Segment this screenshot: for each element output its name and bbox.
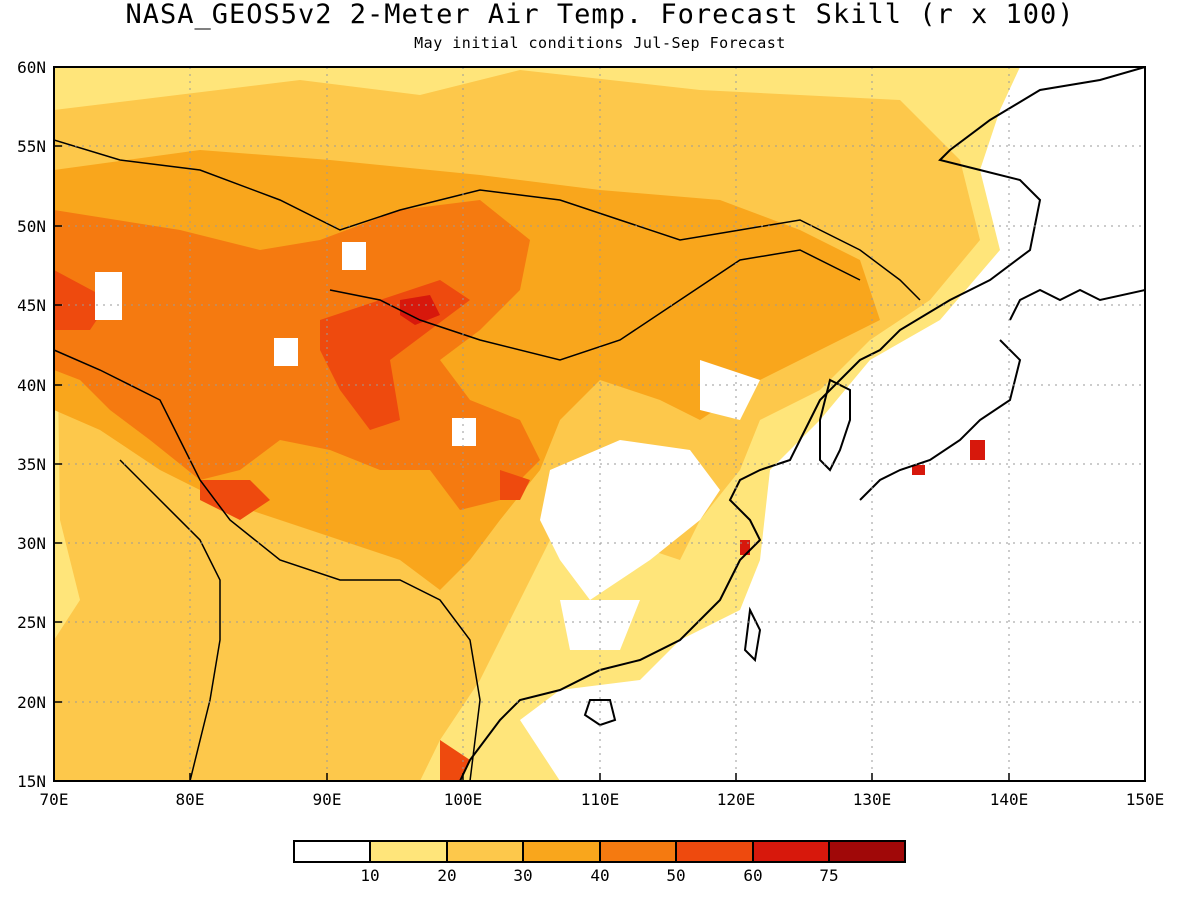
lon-label-140e: 140E (989, 790, 1029, 809)
skill-field (54, 67, 1145, 781)
lon-label-150e: 150E (1125, 790, 1165, 809)
colorbar-label-75: 75 (819, 866, 839, 885)
country-borders (54, 139, 921, 781)
colorbar-label-60: 60 (743, 866, 763, 885)
lat-label-50n: 50N (17, 217, 46, 236)
colorbar-bin-3 (522, 840, 601, 863)
map-subtitle: May initial conditions Jul-Sep Forecast (414, 34, 786, 52)
skill-region-below-10 (95, 242, 760, 650)
lon-label-110e: 110E (580, 790, 620, 809)
colorbar-label-30: 30 (513, 866, 533, 885)
colorbar-bin-2 (446, 840, 524, 863)
colorbar-label-20: 20 (437, 866, 457, 885)
lat-label-35n: 35N (17, 455, 46, 474)
lat-label-55n: 55N (17, 137, 46, 156)
colorbar-label-10: 10 (360, 866, 380, 885)
lon-label-70e: 70E (39, 790, 69, 809)
lat-label-30n: 30N (17, 534, 46, 553)
colorbar-bin-7 (828, 840, 906, 863)
colorbar-label-40: 40 (590, 866, 610, 885)
graticule (54, 67, 1145, 781)
lon-label-120e: 120E (716, 790, 756, 809)
colorbar-bin-1 (369, 840, 448, 863)
coastlines (459, 67, 1145, 781)
colorbar-bin-6 (752, 840, 830, 863)
colorbar-label-50: 50 (666, 866, 686, 885)
colorbar-bin-5 (675, 840, 754, 863)
colorbar-bin-0 (293, 840, 371, 863)
lon-label-100e: 100E (443, 790, 483, 809)
lat-label-45n: 45N (17, 296, 46, 315)
lon-label-90e: 90E (312, 790, 342, 809)
colorbar (293, 840, 906, 863)
lon-label-80e: 80E (175, 790, 205, 809)
lon-label-130e: 130E (852, 790, 892, 809)
map-title: NASA_GEOS5v2 2-Meter Air Temp. Forecast … (125, 0, 1075, 30)
lat-label-25n: 25N (17, 613, 46, 632)
lat-label-40n: 40N (17, 376, 46, 395)
colorbar-bin-4 (599, 840, 677, 863)
lat-label-20n: 20N (17, 693, 46, 712)
lat-label-60n: 60N (17, 58, 46, 77)
axis-ticks (54, 66, 1010, 781)
lat-label-15n: 15N (17, 772, 46, 791)
